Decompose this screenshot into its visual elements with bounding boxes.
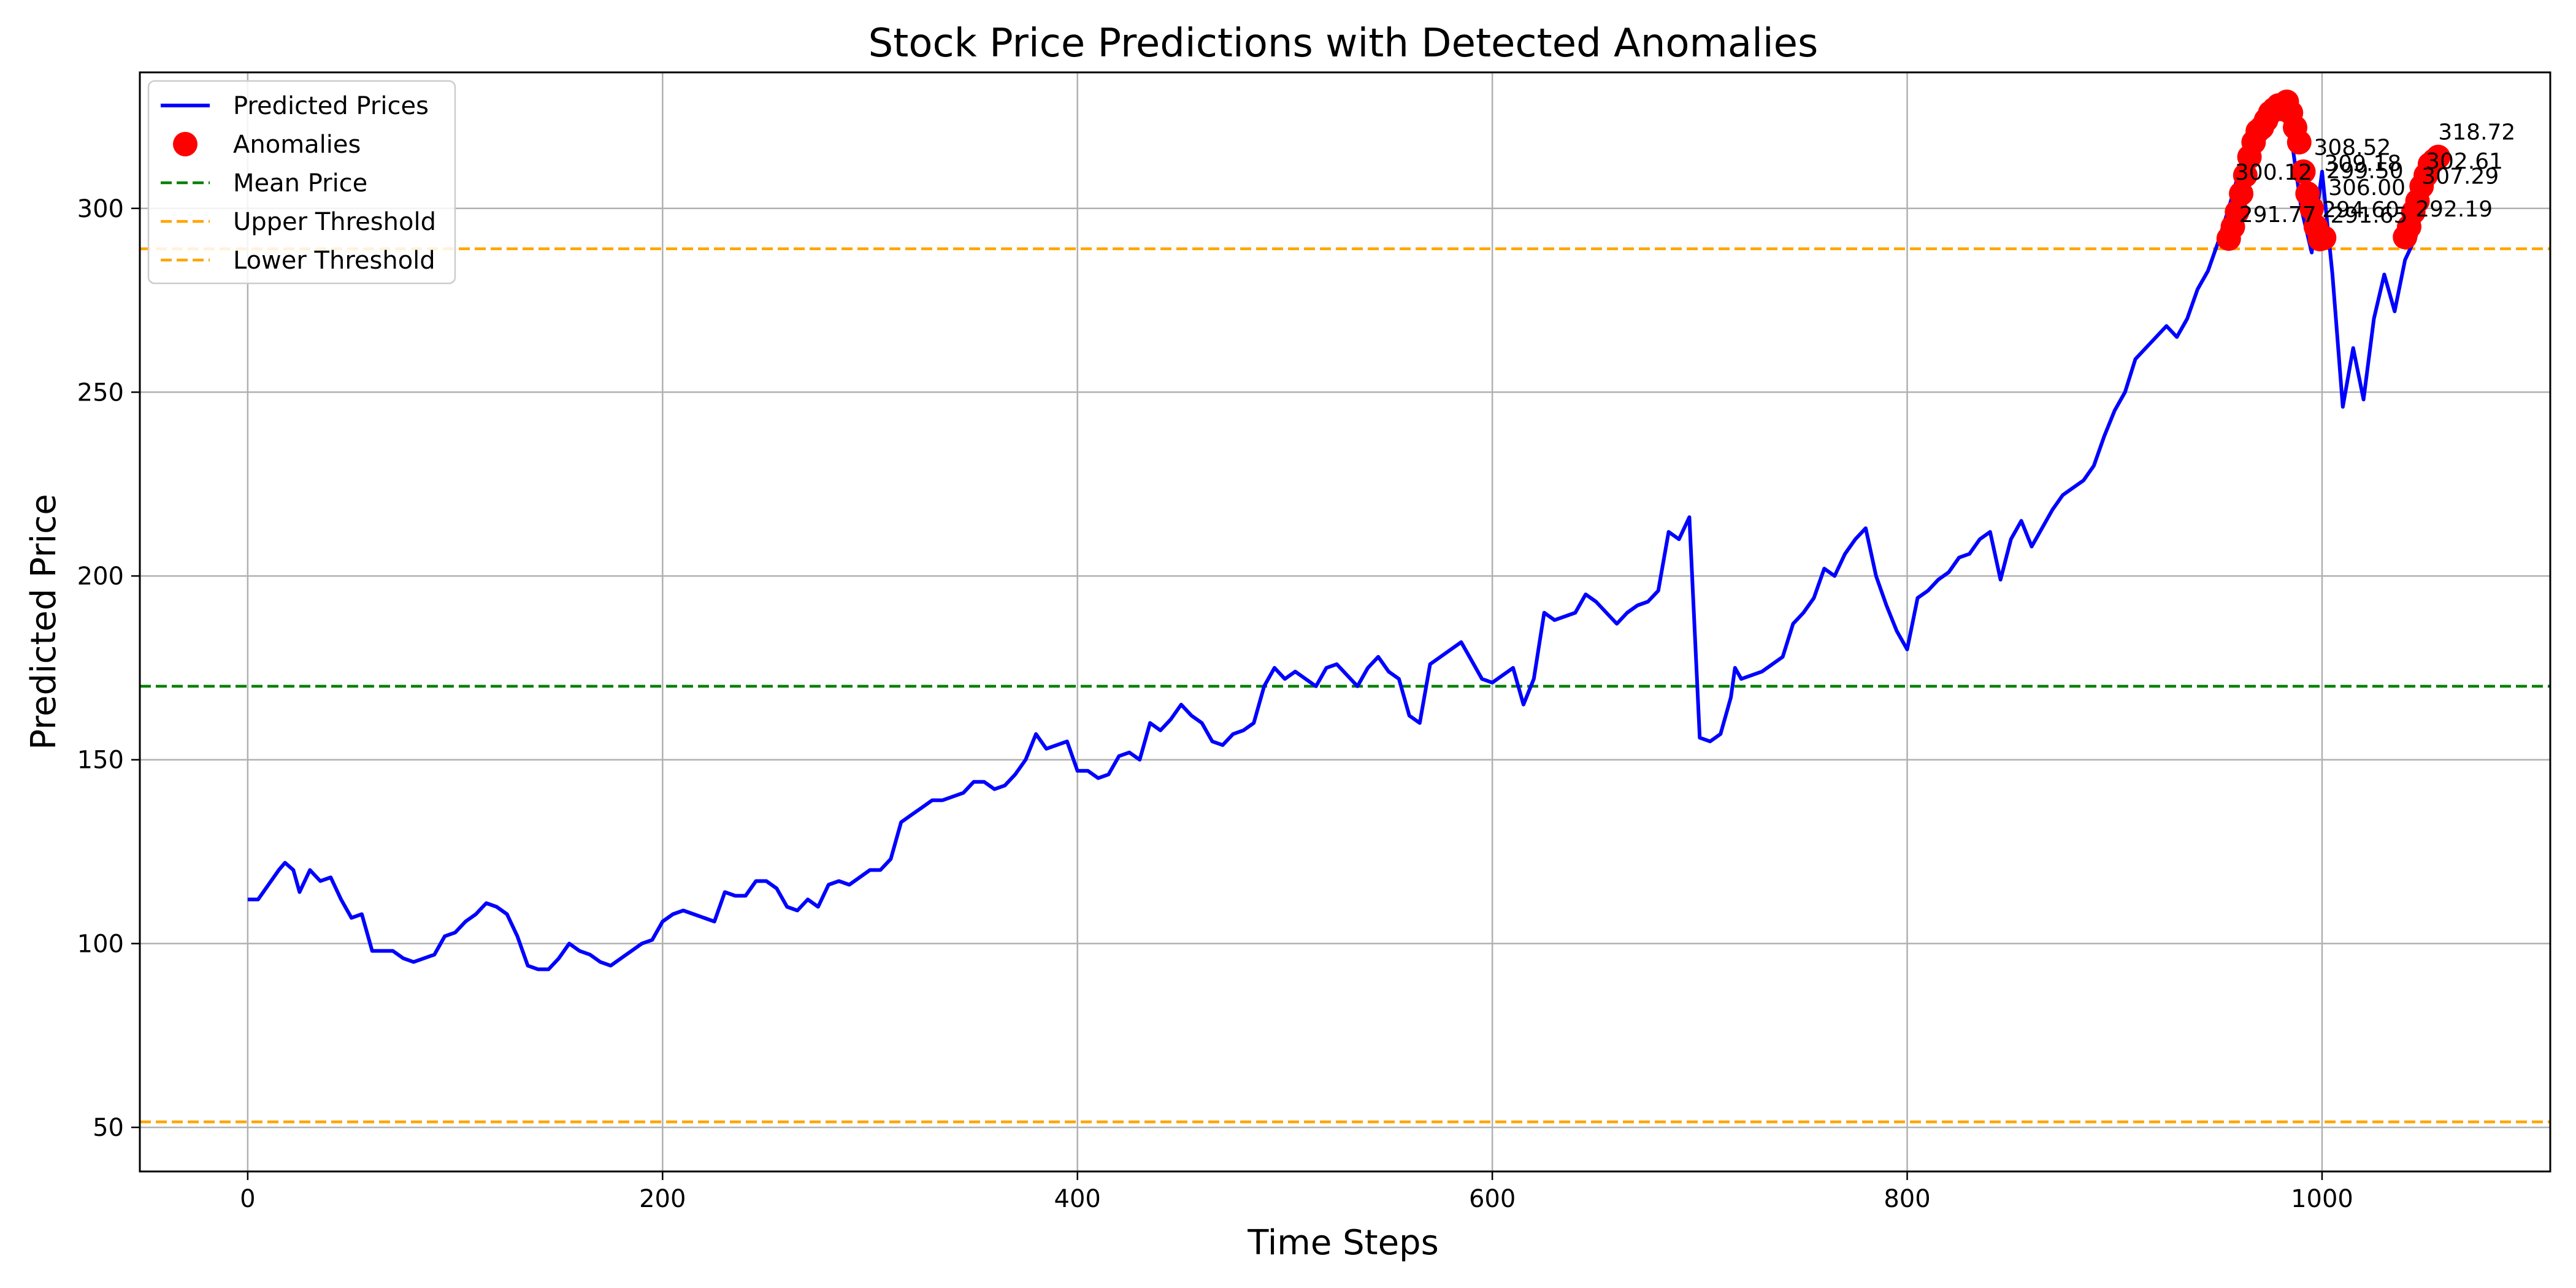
anomaly-point — [2233, 163, 2258, 188]
anomaly-point — [2426, 144, 2451, 169]
anomaly-value-label: 291.65 — [2330, 203, 2407, 228]
y-axis-label: Predicted Price — [24, 494, 64, 749]
anomaly-value-label: 318.72 — [2438, 120, 2515, 145]
y-axis-ticks: 50 100 150 200 250 300 — [77, 195, 140, 1142]
y-tick-label: 50 — [93, 1114, 124, 1142]
anomaly-value-label: 306.00 — [2328, 175, 2405, 201]
predicted-price-line — [247, 103, 2438, 972]
grid-lines — [140, 72, 2550, 1171]
anomaly-value-label: 307.29 — [2421, 164, 2499, 190]
anomaly-point — [2299, 196, 2325, 221]
y-tick-label: 200 — [77, 562, 124, 591]
anomaly-value-label: 292.19 — [2415, 197, 2493, 222]
x-axis-label: Time Steps — [1247, 1223, 1439, 1263]
anomaly-value-label: 309.18 — [2324, 151, 2401, 177]
plot-area-frame — [139, 71, 2551, 1173]
x-tick-label: 800 — [1884, 1185, 1930, 1213]
chart-title: Stock Price Predictions with Detected An… — [868, 21, 1819, 66]
anomaly-value-label: 300.12 — [2235, 160, 2312, 185]
predicted-price-series — [247, 103, 2438, 972]
anomaly-value-label: 302.61 — [2426, 149, 2503, 174]
x-tick-label: 0 — [240, 1185, 255, 1213]
legend-label: Mean Price — [233, 169, 367, 197]
anomaly-point — [2291, 159, 2316, 184]
legend: Predicted Prices Anomalies Mean Price Upper… — [147, 80, 456, 285]
x-tick-label: 200 — [639, 1185, 686, 1213]
anomaly-value-label: 294.60 — [2322, 197, 2399, 223]
reference-lines — [140, 247, 2550, 1124]
x-tick-label: 400 — [1054, 1185, 1101, 1213]
legend-label: Predicted Prices — [233, 92, 429, 120]
x-tick-label: 1000 — [2291, 1185, 2353, 1213]
legend-label: Upper Threshold — [233, 208, 436, 236]
x-axis-ticks: 0 200 400 600 800 1000 — [240, 1171, 2353, 1213]
legend-label: Lower Threshold — [233, 247, 435, 275]
anomaly-value-label: 299.50 — [2326, 159, 2404, 184]
anomaly-value-label: 291.77 — [2239, 202, 2317, 228]
anomaly-point — [2287, 129, 2312, 155]
x-tick-label: 600 — [1469, 1185, 1516, 1213]
anomaly-value-label: 308.52 — [2313, 135, 2391, 160]
anomaly-annotations: 318.72 300.12 299.50 307.29 294.60 292.19 291.… — [2235, 120, 2515, 229]
anomaly-point — [2312, 225, 2337, 250]
y-tick-label: 100 — [77, 930, 124, 958]
y-tick-label: 300 — [77, 195, 124, 223]
legend-box — [147, 80, 456, 285]
legend-swatch-anomaly — [173, 132, 197, 156]
y-tick-label: 150 — [77, 746, 124, 775]
anomaly-points — [2216, 89, 2451, 251]
legend-label: Anomalies — [233, 131, 361, 159]
anomaly-point — [2225, 199, 2250, 224]
anomaly-point — [2229, 181, 2254, 206]
y-tick-label: 250 — [77, 378, 124, 407]
